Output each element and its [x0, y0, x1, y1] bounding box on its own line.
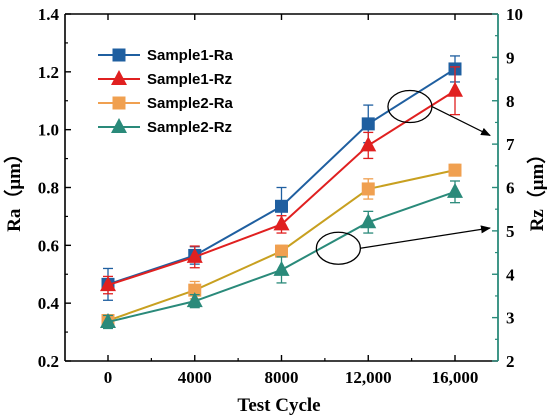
legend-item: Sample1-Rz: [98, 70, 232, 88]
y2-tick-label: 7: [506, 135, 515, 154]
legend-item: Sample2-Rz: [98, 118, 232, 136]
data-point: [361, 117, 375, 131]
data-point: [447, 182, 463, 198]
y2-tick-label: 6: [506, 179, 515, 198]
legend-item: Sample2-Ra: [98, 95, 234, 112]
y-tick-label: 0.8: [38, 179, 59, 198]
series-layer: [100, 55, 463, 330]
y2-tick-label: 4: [506, 265, 515, 284]
y-tick-label: 1.2: [38, 63, 59, 82]
data-point: [188, 283, 202, 297]
x-tick-label: 12,000: [345, 368, 392, 387]
data-point: [100, 312, 116, 328]
x-tick-label: 4000: [178, 368, 212, 387]
y2-tick-label: 8: [506, 92, 515, 111]
data-point: [360, 136, 377, 152]
series-sample2-rz: [100, 180, 463, 330]
legend-label: Sample1-Rz: [147, 71, 232, 88]
x-axis-title: Test Cycle: [237, 395, 320, 416]
data-point: [360, 213, 377, 229]
annotation-layer: [315, 89, 491, 265]
x-tick-label: 8000: [265, 368, 299, 387]
legend-marker: [112, 96, 126, 110]
legend-item: Sample1-Ra: [98, 47, 234, 64]
data-point: [448, 163, 462, 177]
y-tick-label: 0.6: [38, 236, 59, 255]
data-point: [361, 182, 375, 196]
data-point: [186, 247, 203, 263]
y-tick-label: 1.0: [38, 121, 59, 140]
y2-tick-label: 5: [506, 222, 515, 241]
data-point: [100, 276, 116, 292]
data-point: [275, 244, 288, 258]
data-point: [273, 215, 290, 231]
legend-marker: [111, 118, 127, 133]
y-tick-label: 1.4: [38, 5, 60, 24]
y2-axis-ticks: 2 3 4 5 6 7 8 9 10: [492, 5, 523, 371]
legend-marker: [112, 48, 126, 62]
y2-axis-title: Rz（μm）: [525, 145, 548, 232]
legend: Sample1-Ra Sample1-Rz Sample2-Ra Sample2-Rz: [98, 47, 234, 136]
legend-label: Sample2-Ra: [147, 95, 234, 112]
x-axis-ticks: 0 4000 8000 12,000 16,000: [104, 14, 479, 387]
y2-tick-label: 2: [506, 352, 515, 371]
data-point: [273, 260, 290, 276]
legend-label: Sample1-Ra: [147, 47, 234, 64]
y2-tick-label: 9: [506, 48, 515, 67]
y-axis-ticks: 0.2 0.4 0.6 0.8 1.0 1.2 1.4: [38, 5, 71, 371]
annotation-arrow: [431, 105, 491, 136]
y2-tick-label: 3: [506, 309, 515, 328]
y-axis-title: Ra（μm）: [2, 144, 25, 232]
data-point: [186, 292, 203, 308]
y-tick-label: 0.2: [38, 352, 59, 371]
data-point: [447, 81, 463, 97]
y2-tick-label: 10: [506, 5, 523, 24]
data-point: [275, 199, 288, 213]
legend-marker: [111, 70, 127, 85]
legend-label: Sample2-Rz: [147, 119, 232, 136]
x-tick-label: 16,000: [432, 368, 479, 387]
annotation-arrow: [360, 225, 491, 249]
y-tick-label: 0.4: [38, 294, 60, 313]
series-sample1-rz: [100, 66, 463, 295]
x-tick-label: 0: [104, 368, 113, 387]
